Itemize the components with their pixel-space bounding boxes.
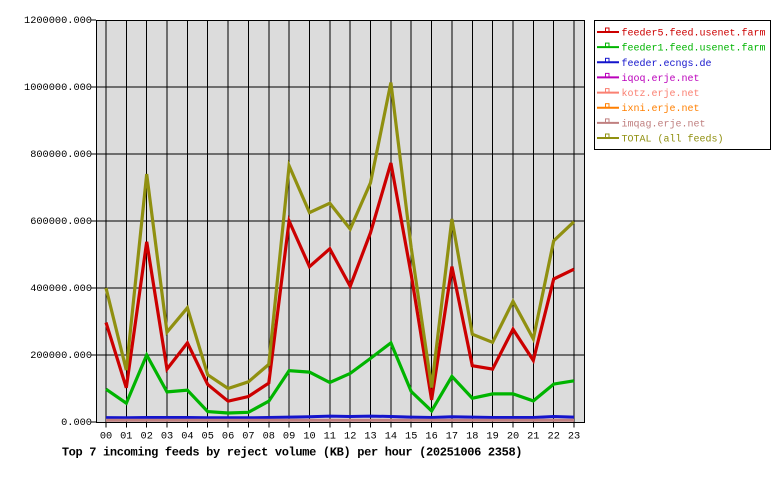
svg-text:23: 23	[568, 431, 580, 443]
svg-text:05: 05	[202, 431, 214, 443]
svg-text:18: 18	[466, 431, 478, 443]
svg-text:0.000: 0.000	[61, 417, 92, 429]
svg-text:12: 12	[344, 431, 356, 443]
svg-text:11: 11	[324, 431, 336, 443]
svg-text:22: 22	[548, 431, 560, 443]
svg-text:Top 7 incoming feeds by reject: Top 7 incoming feeds by reject volume (K…	[62, 446, 522, 460]
svg-text:600000.000: 600000.000	[30, 216, 92, 228]
svg-text:14: 14	[385, 431, 397, 443]
svg-text:01: 01	[120, 431, 132, 443]
svg-text:07: 07	[242, 431, 254, 443]
svg-text:17: 17	[446, 431, 458, 443]
svg-text:16: 16	[425, 431, 437, 443]
svg-text:10: 10	[303, 431, 315, 443]
svg-text:15: 15	[405, 431, 417, 443]
svg-text:09: 09	[283, 431, 295, 443]
svg-text:21: 21	[527, 431, 539, 443]
svg-text:imqag.erje.net: imqag.erje.net	[622, 118, 706, 130]
svg-text:04: 04	[181, 431, 193, 443]
svg-text:feeder.ecngs.de: feeder.ecngs.de	[622, 58, 712, 70]
svg-text:02: 02	[141, 431, 153, 443]
svg-text:00: 00	[100, 431, 112, 443]
svg-text:1200000.000: 1200000.000	[24, 15, 92, 27]
svg-text:19: 19	[486, 431, 498, 443]
svg-text:13: 13	[364, 431, 376, 443]
svg-text:ixni.erje.net: ixni.erje.net	[622, 103, 700, 115]
svg-text:200000.000: 200000.000	[30, 350, 92, 362]
svg-text:08: 08	[263, 431, 275, 443]
svg-text:06: 06	[222, 431, 234, 443]
svg-text:feeder1.feed.usenet.farm: feeder1.feed.usenet.farm	[622, 43, 766, 55]
svg-text:1000000.000: 1000000.000	[24, 82, 92, 94]
svg-text:400000.000: 400000.000	[30, 283, 92, 295]
svg-text:feeder5.feed.usenet.farm: feeder5.feed.usenet.farm	[622, 28, 766, 40]
svg-text:800000.000: 800000.000	[30, 149, 92, 161]
svg-text:20: 20	[507, 431, 519, 443]
svg-text:03: 03	[161, 431, 173, 443]
svg-text:TOTAL (all feeds): TOTAL (all feeds)	[622, 134, 724, 146]
svg-text:kotz.erje.net: kotz.erje.net	[622, 88, 700, 100]
svg-text:iqoq.erje.net: iqoq.erje.net	[622, 73, 700, 85]
